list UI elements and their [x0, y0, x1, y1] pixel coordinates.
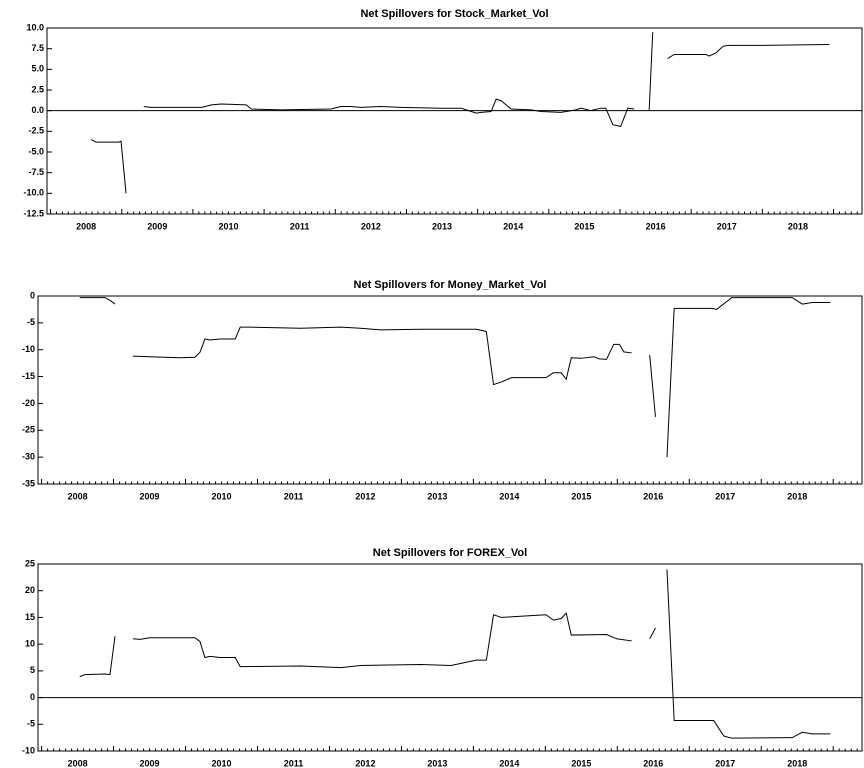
y-tick-label: -10.0 [23, 188, 44, 198]
x-tick-label: 2008 [68, 758, 88, 768]
x-tick-label: 2008 [76, 221, 96, 231]
y-tick-label: -2.5 [28, 126, 44, 136]
plot-frame [46, 27, 863, 215]
x-tick-label: 2011 [284, 758, 304, 768]
y-tick-label: 7.5 [31, 43, 44, 53]
y-tick-label: -30 [22, 452, 35, 462]
x-tick-label: 2009 [147, 221, 167, 231]
x-tick-label: 2009 [140, 491, 160, 501]
x-tick-label: 2015 [571, 491, 591, 501]
y-tick-label: 10.0 [26, 22, 44, 32]
y-tick-label: 5 [30, 665, 35, 675]
y-tick-label: -25 [22, 425, 35, 435]
x-tick-label: 2009 [140, 758, 160, 768]
x-tick-label: 2017 [717, 221, 737, 231]
x-tick-label: 2014 [499, 491, 519, 501]
data-line [90, 32, 830, 194]
y-tick-label: -35 [22, 478, 35, 488]
y-tick-label: -7.5 [28, 167, 44, 177]
data-line [79, 297, 831, 458]
y-tick-label: 0.0 [31, 105, 44, 115]
y-tick-label: -12.5 [23, 208, 44, 218]
plot-frame [37, 295, 863, 485]
y-tick-label: -10 [22, 745, 35, 755]
x-tick-label: 2016 [646, 221, 666, 231]
data-line [79, 569, 831, 739]
x-tick-label: 2013 [427, 758, 447, 768]
y-tick-label: 15 [25, 612, 35, 622]
x-tick-label: 2012 [361, 221, 381, 231]
x-tick-label: 2011 [284, 491, 304, 501]
x-tick-label: 2016 [643, 491, 663, 501]
x-tick-label: 2012 [355, 758, 375, 768]
y-tick-label: -20 [22, 398, 35, 408]
x-tick-label: 2018 [787, 491, 807, 501]
x-tick-label: 2016 [643, 758, 663, 768]
chart-title: Net Spillovers for Stock_Market_Vol [360, 8, 548, 20]
chart-title: Net Spillovers for FOREX_Vol [373, 547, 527, 559]
y-tick-label: 0 [30, 692, 35, 702]
x-tick-label: 2018 [788, 221, 808, 231]
x-tick-label: 2017 [715, 491, 735, 501]
y-tick-label: -15 [22, 371, 35, 381]
y-tick-label: 25 [25, 558, 35, 568]
x-tick-label: 2011 [290, 221, 310, 231]
x-tick-label: 2010 [218, 221, 238, 231]
plot-frame [37, 563, 863, 752]
chart-title: Net Spillovers for Money_Market_Vol [354, 279, 547, 291]
x-tick-label: 2010 [211, 758, 231, 768]
y-tick-label: 2.5 [31, 84, 44, 94]
y-tick-label: -5 [27, 719, 35, 729]
x-tick-label: 2013 [427, 491, 447, 501]
y-tick-label: 20 [25, 585, 35, 595]
x-tick-label: 2008 [68, 491, 88, 501]
x-tick-label: 2014 [499, 758, 519, 768]
x-tick-label: 2012 [355, 491, 375, 501]
x-tick-label: 2015 [574, 221, 594, 231]
x-tick-label: 2014 [503, 221, 523, 231]
y-tick-label: 0 [30, 290, 35, 300]
x-tick-label: 2015 [571, 758, 591, 768]
x-tick-label: 2017 [715, 758, 735, 768]
x-tick-label: 2010 [211, 491, 231, 501]
x-tick-label: 2018 [787, 758, 807, 768]
y-tick-label: -5 [27, 317, 35, 327]
x-tick-label: 2013 [432, 221, 452, 231]
y-tick-label: -5.0 [28, 146, 44, 156]
y-tick-label: 10 [25, 639, 35, 649]
y-tick-label: -10 [22, 344, 35, 354]
y-tick-label: 5.0 [31, 64, 44, 74]
